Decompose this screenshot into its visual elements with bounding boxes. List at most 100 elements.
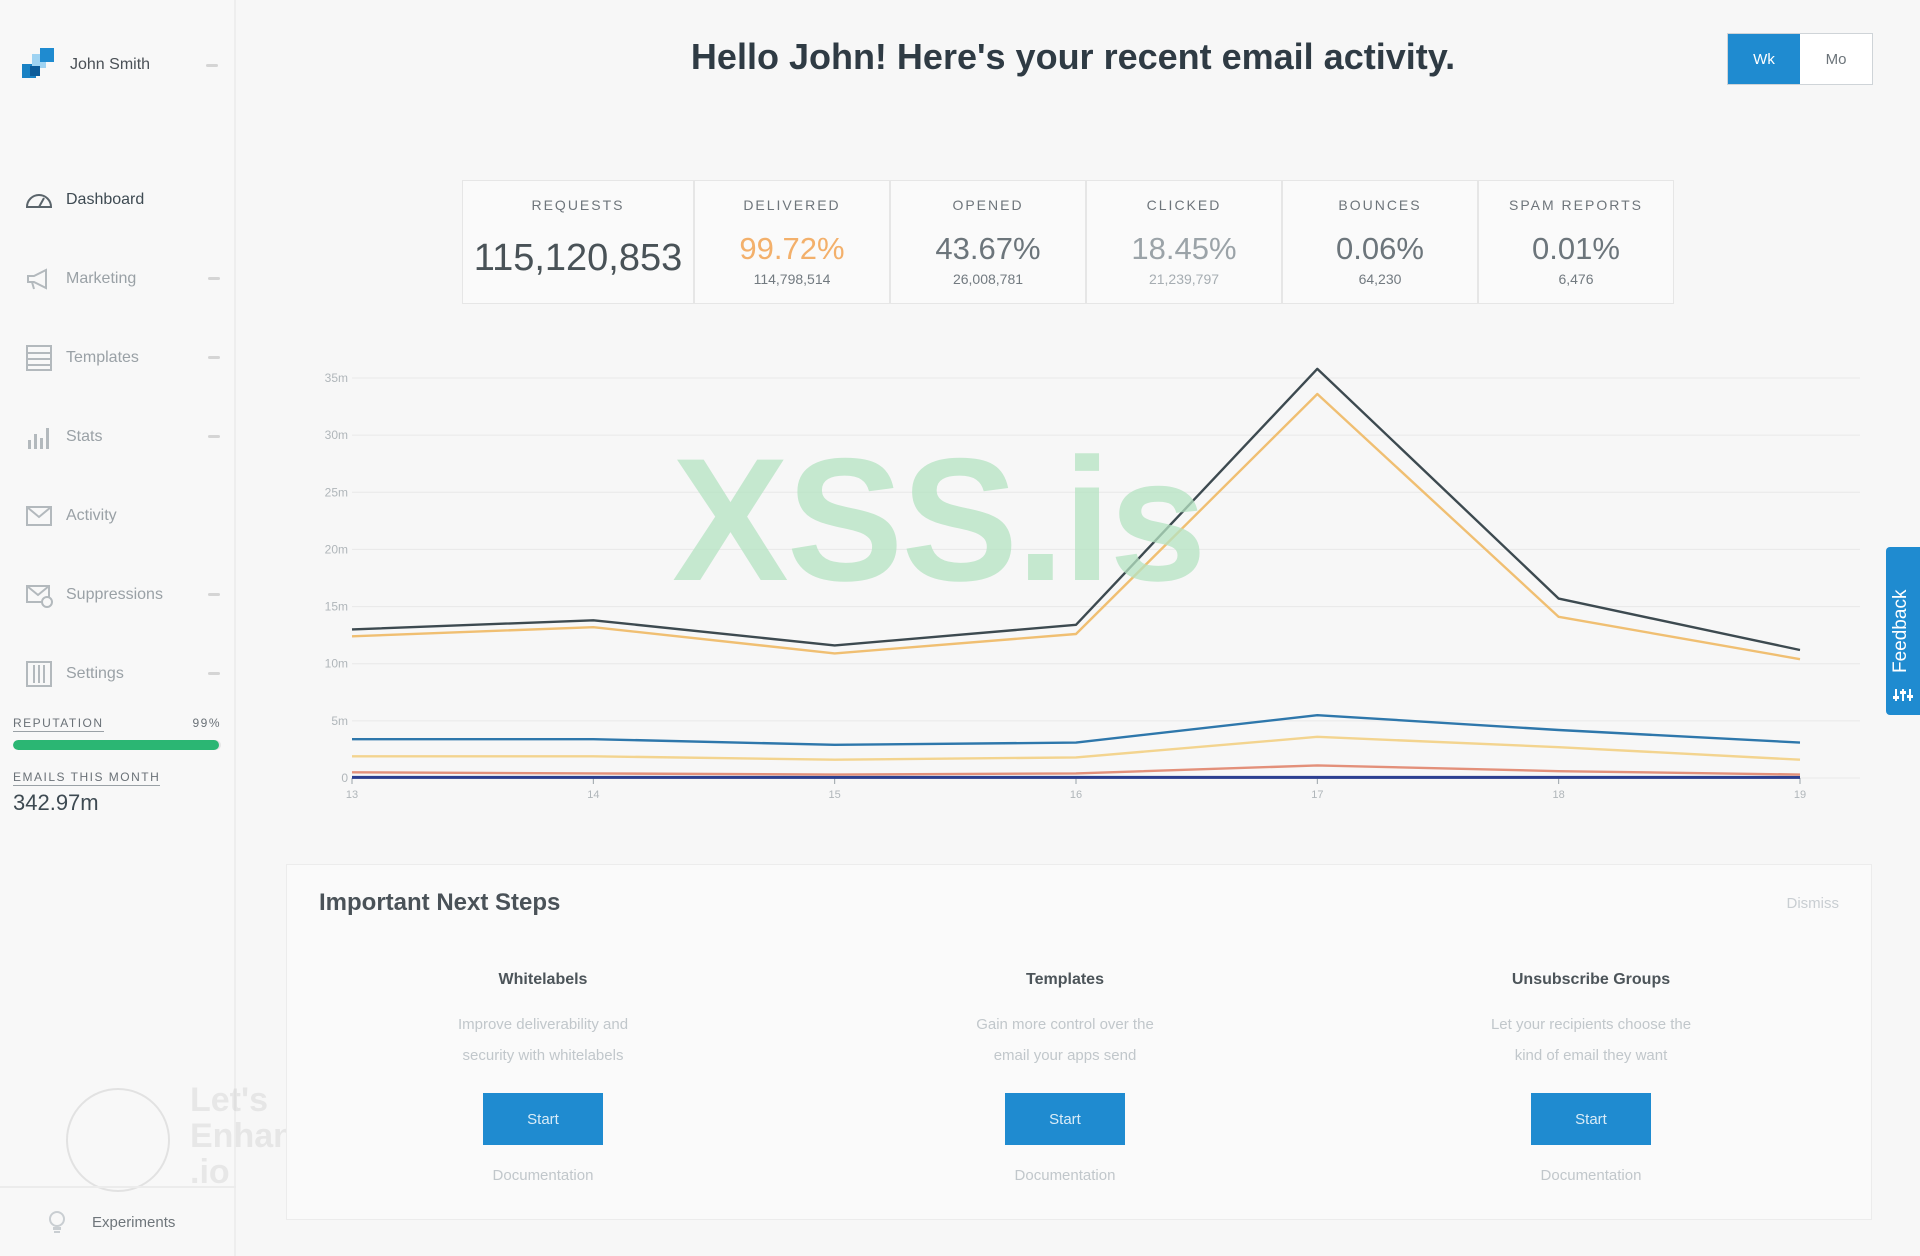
feedback-tab[interactable]: Feedback <box>1886 547 1920 715</box>
stat-count: 21,239,797 <box>1148 271 1220 287</box>
sidebar-item-marketing[interactable]: Marketing <box>24 239 220 318</box>
stat-label: CLICKED <box>1146 197 1222 213</box>
next-step-unsubscribe-groups: Unsubscribe Groups Let your recipients ch… <box>1441 971 1741 1184</box>
lightbulb-icon <box>49 1211 65 1233</box>
next-steps-panel: Important Next Steps Dismiss Whitelabels… <box>286 864 1872 1220</box>
stat-opened: OPENED 43.67% 26,008,781 <box>890 180 1086 304</box>
sidebar-nav: Dashboard Marketing Templates Stats Activity… <box>24 160 220 713</box>
sidebar-item-label: Dashboard <box>66 190 145 208</box>
start-button[interactable]: Start <box>483 1093 603 1145</box>
series-line-2 <box>352 713 1801 747</box>
stat-bounces: BOUNCES 0.06% 64,230 <box>1282 180 1478 304</box>
reputation-label: REPUTATION <box>13 716 104 732</box>
stat-label: OPENED <box>952 197 1024 213</box>
y-tick-label: 5m <box>331 714 348 728</box>
step-title: Whitelabels <box>498 971 588 988</box>
xss-watermark: XSS.is <box>672 423 1207 618</box>
chevron-down-icon[interactable] <box>208 356 220 359</box>
sidebar-item-label: Suppressions <box>66 585 163 603</box>
template-icon <box>26 344 52 371</box>
sidebar-item-templates[interactable]: Templates <box>24 318 220 397</box>
y-tick-label: 0 <box>341 771 348 785</box>
sidebar-item-activity[interactable]: Activity <box>24 476 220 555</box>
sidebar-item-suppressions[interactable]: Suppressions <box>24 555 220 634</box>
enhance-watermark-line: Let's <box>190 1081 268 1119</box>
toggle-month-button[interactable]: Mo <box>1825 50 1847 68</box>
next-step-whitelabels: Whitelabels Improve deliverability and sec… <box>393 971 693 1184</box>
y-tick-label: 15m <box>325 600 348 614</box>
stat-requests: REQUESTS 115,120,853 <box>462 180 694 304</box>
enhance-watermark-line: .io <box>190 1153 230 1191</box>
step-description-line: email your apps send <box>993 1047 1137 1064</box>
experiments-link[interactable]: Experiments <box>0 1186 236 1256</box>
sidebar-item-label: Stats <box>66 427 103 445</box>
stat-label: SPAM REPORTS <box>1509 197 1643 213</box>
stat-value: 99.72% <box>739 231 845 266</box>
stat-value: 18.45% <box>1131 231 1237 266</box>
emails-this-month: EMAILS THIS MONTH 342.97m <box>13 768 161 816</box>
step-description: Improve deliverability and security with … <box>393 1009 693 1071</box>
page-title-text: Hello John! Here's your recent email act… <box>690 36 1456 77</box>
user-menu[interactable]: John Smith <box>22 48 218 82</box>
start-button[interactable]: Start <box>1005 1093 1125 1145</box>
documentation-link[interactable]: Documentation <box>1014 1167 1116 1184</box>
start-button[interactable]: Start <box>1531 1093 1651 1145</box>
email-activity-chart: 0 5m 10m 15m 20m 25m 30m 35m 13 14 15 16 17 18 19 <box>325 367 1860 801</box>
reputation-meter: REPUTATION 99% <box>13 716 221 750</box>
y-tick-label: 30m <box>325 428 348 442</box>
step-description-line: Gain more control over the <box>976 1016 1154 1033</box>
chevron-down-icon[interactable] <box>208 593 220 596</box>
period-toggle: Wk Mo <box>1727 33 1873 85</box>
dismiss-link[interactable]: Dismiss <box>1786 895 1840 912</box>
megaphone-icon <box>27 267 47 290</box>
page-title: Hello John! Here's your recent email act… <box>236 36 1920 78</box>
sidebar-item-label: Marketing <box>66 269 137 287</box>
stat-value: 43.67% <box>935 231 1041 266</box>
step-description-line: kind of email they want <box>1514 1047 1668 1064</box>
stat-spam-reports: SPAM REPORTS 0.01% 6,476 <box>1478 180 1674 304</box>
stat-count: 6,476 <box>1558 271 1594 287</box>
toggle-week-button[interactable]: Wk <box>1728 34 1800 84</box>
x-tick-label: 14 <box>587 789 599 801</box>
chevron-down-icon[interactable] <box>208 672 220 675</box>
next-steps-title: Important Next Steps <box>319 889 561 916</box>
sidebar-item-settings[interactable]: Settings <box>24 634 220 713</box>
series-line-1 <box>351 392 1801 661</box>
step-description: Gain more control over the email your app… <box>915 1009 1215 1071</box>
chevron-down-icon[interactable] <box>208 277 220 280</box>
app-logo <box>22 48 56 82</box>
step-description-line: Improve deliverability and <box>457 1016 629 1033</box>
y-tick-label: 25m <box>325 485 348 499</box>
experiments-label: Experiments <box>92 1213 176 1231</box>
sidebar-item-stats[interactable]: Stats <box>24 397 220 476</box>
stat-value: 0.06% <box>1336 231 1424 266</box>
stat-value: 0.01% <box>1532 231 1620 266</box>
step-description: Let your recipients choose the kind of em… <box>1441 1009 1741 1071</box>
series-line-0 <box>351 367 1801 652</box>
sidebar-item-label: Activity <box>66 506 117 524</box>
feedback-label: Feedback <box>1890 589 1911 673</box>
step-title: Templates <box>1026 971 1104 988</box>
chevron-down-icon[interactable] <box>206 63 218 67</box>
next-step-templates: Templates Gain more control over the email… <box>915 971 1215 1184</box>
x-tick-label: 18 <box>1553 789 1565 801</box>
chevron-down-icon[interactable] <box>208 435 220 438</box>
user-name: John Smith <box>70 56 151 73</box>
settings-grid-icon <box>26 660 52 687</box>
sidebar-item-label: Templates <box>66 348 139 366</box>
stat-clicked: CLICKED 18.45% 21,239,797 <box>1086 180 1282 304</box>
stat-value: 115,120,853 <box>473 237 683 279</box>
y-tick-label: 20m <box>325 542 348 556</box>
sliders-icon <box>1893 689 1913 701</box>
documentation-link[interactable]: Documentation <box>492 1167 594 1184</box>
stat-delivered: DELIVERED 99.72% 114,798,514 <box>694 180 890 304</box>
x-tick-label: 13 <box>346 789 358 801</box>
emails-month-value: 342.97m <box>13 790 99 815</box>
sidebar-item-dashboard[interactable]: Dashboard <box>24 160 220 239</box>
stat-count: 114,798,514 <box>753 271 831 287</box>
x-tick-label: 15 <box>829 789 841 801</box>
documentation-link[interactable]: Documentation <box>1540 1167 1642 1184</box>
stat-count: 64,230 <box>1358 271 1402 287</box>
reputation-bar-fill <box>13 740 219 750</box>
x-tick-label: 16 <box>1070 789 1082 801</box>
